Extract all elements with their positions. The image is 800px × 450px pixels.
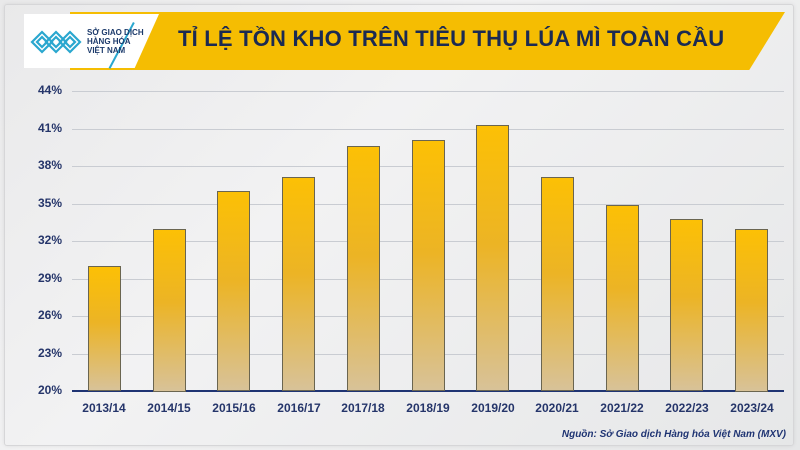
mxv-logo-icon bbox=[30, 30, 82, 54]
source-note: Nguồn: Sở Giao dịch Hàng hóa Việt Nam (M… bbox=[561, 429, 786, 440]
title-banner bbox=[70, 12, 785, 70]
x-axis-tick-label: 2022/23 bbox=[665, 401, 709, 415]
y-axis-tick-label: 23% bbox=[37, 346, 62, 360]
y-axis-tick-label: 32% bbox=[37, 233, 62, 247]
logo-text: SỞ GIAO DỊCH HÀNG HÓA VIỆT NAM bbox=[87, 28, 144, 55]
y-axis-tick-label: 35% bbox=[37, 196, 62, 210]
bar-2022-23 bbox=[670, 219, 703, 391]
gridline bbox=[72, 91, 784, 92]
bar-2023-24 bbox=[735, 229, 768, 392]
logo-line-2: HÀNG HÓA bbox=[87, 37, 131, 46]
bar-2016-17 bbox=[282, 177, 315, 391]
logo-line-1: SỞ GIAO DỊCH bbox=[87, 28, 144, 37]
chart-title: TỈ LỆ TỒN KHO TRÊN TIÊU THỤ LÚA MÌ TOÀN … bbox=[178, 26, 725, 51]
y-axis-tick-label: 44% bbox=[37, 83, 62, 97]
x-axis-tick-label: 2015/16 bbox=[212, 401, 256, 415]
chart-frame bbox=[4, 4, 794, 446]
bar-2020-21 bbox=[541, 177, 574, 391]
bar-2017-18 bbox=[347, 146, 380, 391]
gridline bbox=[72, 129, 784, 130]
bar-2014-15 bbox=[153, 229, 186, 392]
x-axis-tick-label: 2014/15 bbox=[147, 401, 191, 415]
y-axis-tick-label: 26% bbox=[37, 308, 62, 322]
x-axis-tick-label: 2017/18 bbox=[341, 401, 385, 415]
bar-2018-19 bbox=[412, 140, 445, 391]
x-axis-tick-label: 2020/21 bbox=[535, 401, 579, 415]
x-axis-tick-label: 2013/14 bbox=[82, 401, 126, 415]
bar-2019-20 bbox=[476, 125, 509, 391]
y-axis-tick-label: 29% bbox=[37, 271, 62, 285]
y-axis-tick-label: 41% bbox=[37, 121, 62, 135]
x-axis-tick-label: 2021/22 bbox=[600, 401, 644, 415]
x-axis-line bbox=[72, 390, 784, 392]
bar-2013-14 bbox=[88, 266, 121, 391]
bar-2015-16 bbox=[217, 191, 250, 391]
y-axis-tick-label: 38% bbox=[37, 158, 62, 172]
bar-2021-22 bbox=[606, 205, 639, 391]
x-axis-tick-label: 2023/24 bbox=[730, 401, 774, 415]
x-axis-tick-label: 2019/20 bbox=[471, 401, 515, 415]
y-axis-tick-label: 20% bbox=[37, 383, 62, 397]
x-axis-tick-label: 2018/19 bbox=[406, 401, 450, 415]
x-axis-tick-label: 2016/17 bbox=[277, 401, 321, 415]
logo-line-3: VIỆT NAM bbox=[87, 46, 126, 55]
